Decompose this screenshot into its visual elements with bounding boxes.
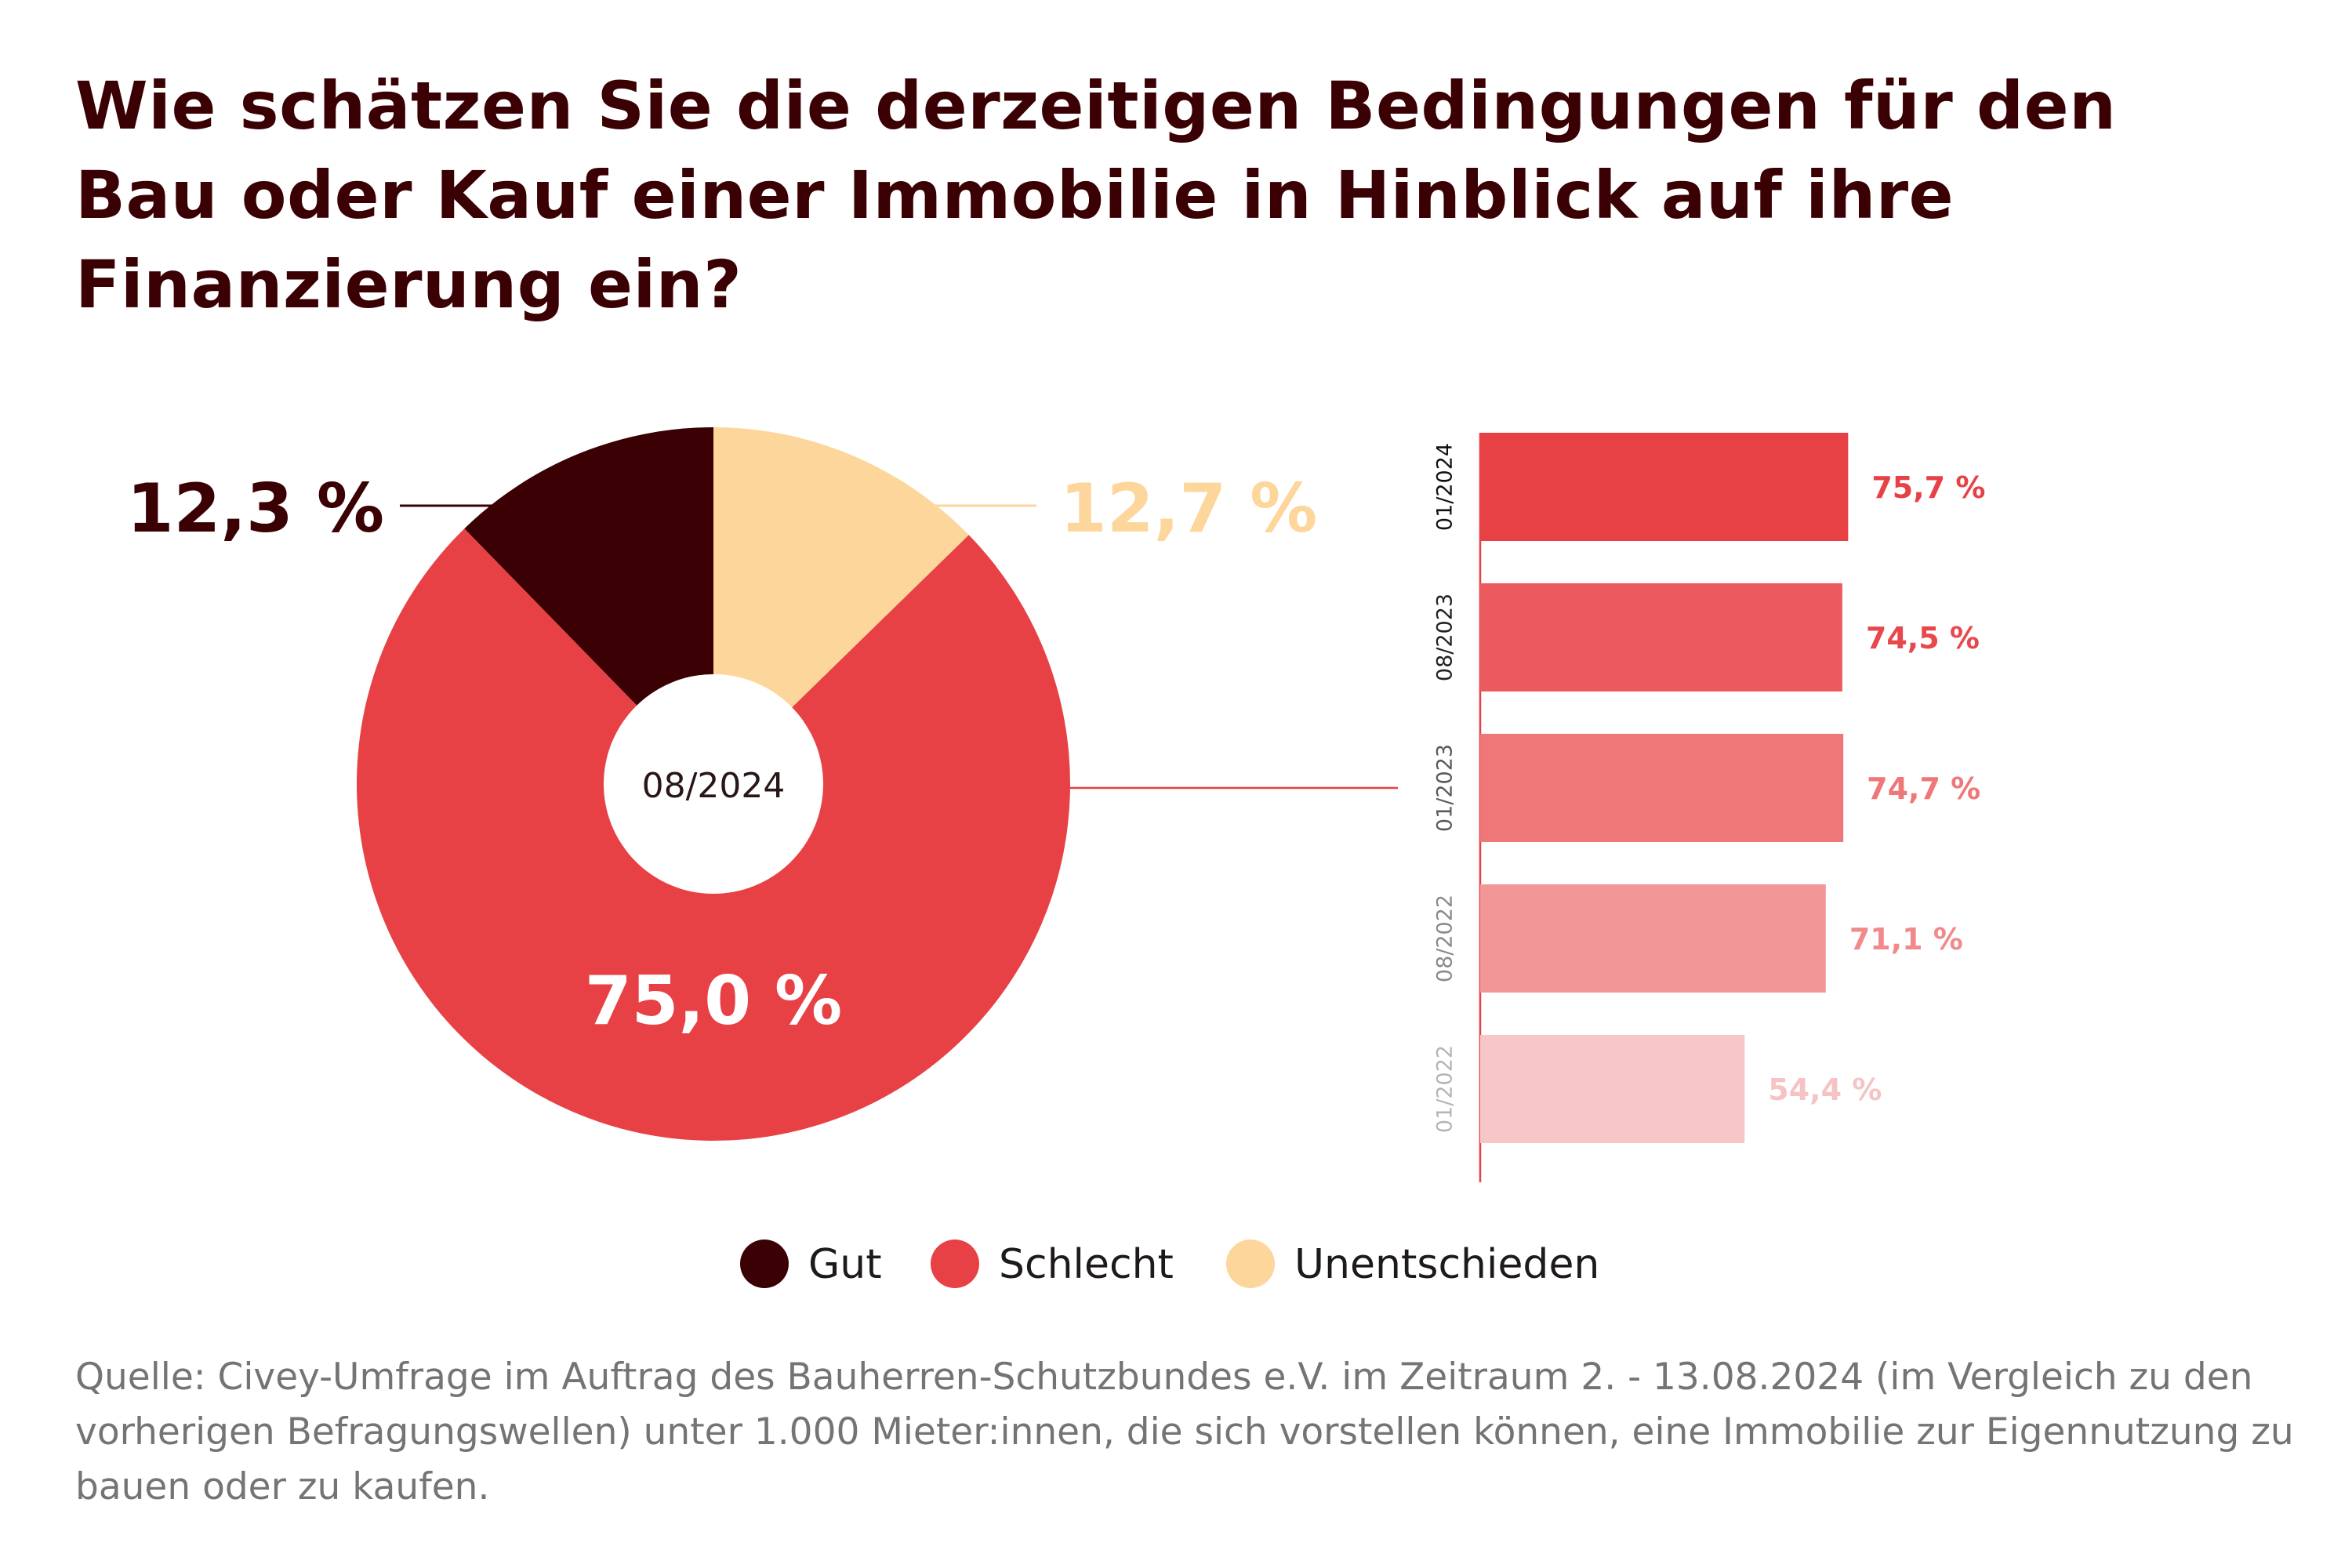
legend-swatch-unentschieden	[1226, 1240, 1275, 1288]
bar-01-2022	[1480, 1035, 1745, 1143]
bar-value-label-01-2023: 74,7 %	[1867, 771, 1980, 806]
pie-label-gut: 12,3 %	[127, 470, 384, 548]
legend-label-unentschieden: Unentschieden	[1294, 1241, 1599, 1288]
bar-category-label-08-2022: 08/2022	[1433, 895, 1457, 982]
bar-value-label-08-2023: 74,5 %	[1866, 621, 1980, 655]
bar-08-2023	[1480, 583, 1842, 691]
pie-label-schlecht: 75,0 %	[585, 962, 842, 1040]
chart-title: Wie schätzen Sie die derzeitigen Bedingu…	[75, 67, 2117, 323]
pie-center-label: 08/2024	[642, 766, 786, 806]
pie-chart: 08/2024 12,3 % 12,7 % 75,0 %	[127, 427, 1317, 1141]
pie-label-unentschieden: 12,7 %	[1060, 470, 1317, 548]
legend-label-schlecht: Schlecht	[999, 1241, 1174, 1288]
bar-01-2024	[1480, 433, 1849, 541]
bar-category-label-01-2024: 01/2024	[1433, 443, 1457, 531]
bar-chart: 75,7 % 01/2024 74,5 % 08/2023 74,7 % 01/2023 7…	[1433, 433, 1985, 1182]
bar-01-2023	[1480, 734, 1844, 842]
bar-category-label-08-2023: 08/2023	[1433, 593, 1457, 681]
bar-value-label-01-2022: 54,4 %	[1768, 1073, 1882, 1107]
legend-label-gut: Gut	[808, 1241, 882, 1288]
bar-category-label-01-2023: 01/2023	[1433, 744, 1457, 832]
legend-swatch-schlecht	[931, 1240, 979, 1288]
source-note: Quelle: Civey-Umfrage im Auftrag des Bau…	[75, 1356, 2294, 1508]
pie-slice-schlecht	[357, 528, 1071, 1141]
bar-category-label-01-2022: 01/2022	[1433, 1045, 1457, 1133]
legend: Gut Schlecht Unentschieden	[740, 1240, 1599, 1288]
pie-slice-unentschieden	[713, 427, 969, 708]
bar-08-2022	[1480, 884, 1826, 993]
pie-connectors	[400, 504, 1398, 789]
bar-value-label-01-2024: 75,7 %	[1871, 470, 1985, 505]
pie-slice-gut	[464, 427, 713, 706]
legend-swatch-gut	[740, 1240, 789, 1288]
bar-value-label-08-2022: 71,1 %	[1849, 922, 1963, 956]
